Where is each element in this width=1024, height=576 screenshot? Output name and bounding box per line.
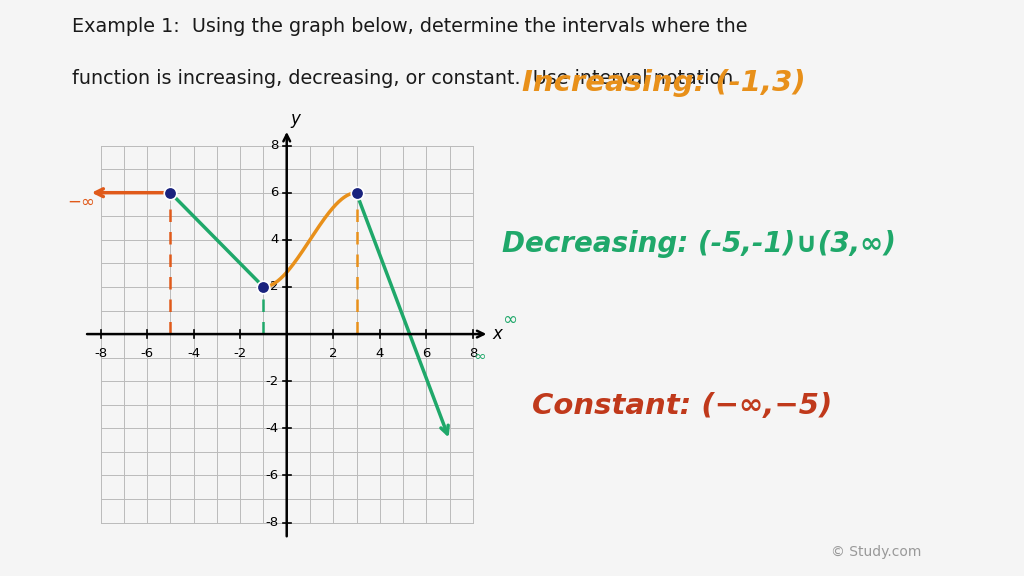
Text: 2: 2 [329,347,338,360]
Text: -6: -6 [140,347,154,360]
Text: -2: -2 [265,375,279,388]
Text: Decreasing: (-5,-1)∪(3,∞): Decreasing: (-5,-1)∪(3,∞) [502,230,896,259]
Text: -4: -4 [187,347,200,360]
Text: ∞: ∞ [502,311,517,329]
Text: 6: 6 [270,186,279,199]
Text: -2: -2 [233,347,247,360]
Text: 8: 8 [469,347,477,360]
Text: x: x [493,325,503,343]
Text: -8: -8 [94,347,108,360]
Text: © Study.com: © Study.com [831,545,922,559]
Text: Constant: (−∞,−5): Constant: (−∞,−5) [532,392,833,420]
Text: -6: -6 [265,469,279,482]
Text: 6: 6 [422,347,430,360]
Text: 2: 2 [270,281,279,293]
Text: $-\infty$: $-\infty$ [67,192,95,210]
Text: y: y [290,110,300,128]
Text: function is increasing, decreasing, or constant.  Use interval notation.: function is increasing, decreasing, or c… [72,69,739,88]
Text: -4: -4 [265,422,279,435]
Text: -8: -8 [265,516,279,529]
Text: 4: 4 [376,347,384,360]
Text: Example 1:  Using the graph below, determine the intervals where the: Example 1: Using the graph below, determ… [72,17,748,36]
Text: $\infty$: $\infty$ [473,348,486,363]
Text: Increasing: (-1,3): Increasing: (-1,3) [522,69,806,97]
Text: 8: 8 [270,139,279,152]
Text: 4: 4 [270,233,279,247]
